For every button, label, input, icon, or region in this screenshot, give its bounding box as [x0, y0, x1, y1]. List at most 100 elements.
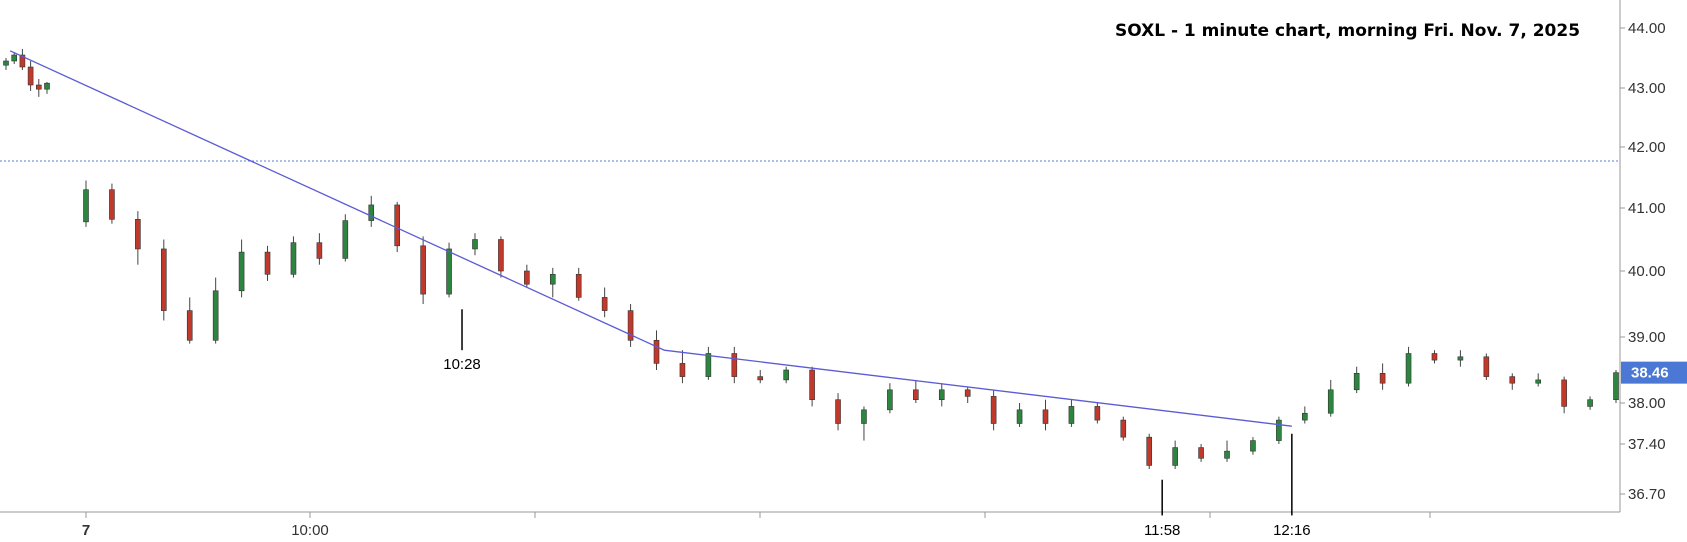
y-tick-label: 40.00 [1628, 263, 1666, 280]
candle [627, 304, 634, 347]
candle-body [757, 376, 764, 381]
candle-body [83, 189, 89, 223]
candle [212, 277, 219, 344]
candle-body [420, 245, 426, 295]
candle [1016, 403, 1023, 427]
candle-body [1379, 372, 1386, 384]
candle [1042, 399, 1049, 431]
candle-body [990, 396, 997, 424]
trendline [9, 50, 1292, 427]
candle-body [1094, 406, 1101, 421]
candle-body [679, 363, 686, 377]
candle [524, 264, 530, 288]
candle [1094, 403, 1101, 424]
candle-body [160, 248, 167, 311]
candle-body [1431, 353, 1438, 361]
candle [861, 406, 867, 441]
candle [1172, 440, 1178, 469]
candle-body [1068, 406, 1075, 424]
candle-body [1535, 379, 1542, 384]
candle [887, 383, 893, 414]
candle [1457, 350, 1464, 367]
candle [809, 366, 815, 407]
candle-body [1457, 356, 1464, 361]
candle [1198, 444, 1204, 462]
candle-body [135, 219, 141, 250]
candle-body [835, 399, 841, 424]
candle [420, 236, 426, 304]
candle-body [1172, 447, 1178, 466]
candle-body [446, 248, 452, 295]
candle [35, 79, 42, 97]
candle-body [316, 242, 323, 259]
candle [938, 383, 945, 407]
candle [1224, 440, 1230, 462]
candle-body [1302, 412, 1308, 421]
candle [990, 389, 997, 431]
candle-body [1146, 436, 1153, 466]
candle-body [342, 220, 349, 259]
candle-body [705, 353, 712, 377]
candle-body [653, 339, 660, 364]
x-tick-label: 7 [82, 522, 90, 539]
candle [186, 297, 193, 344]
annotation-label: 12:16 [1273, 522, 1311, 539]
annotation-label: 11:58 [1144, 522, 1180, 539]
candle [1405, 346, 1412, 387]
candle-body [601, 297, 608, 311]
annotation-label: 10:28 [443, 356, 481, 373]
candle-body [290, 242, 297, 275]
candle-body [394, 204, 400, 247]
candle-body [887, 389, 893, 411]
candle [19, 49, 26, 70]
y-tick-label: 44.00 [1628, 20, 1666, 37]
candle [11, 52, 17, 64]
candle [498, 236, 504, 278]
candle-body [1250, 440, 1256, 452]
candle [83, 180, 89, 227]
candle [913, 379, 919, 403]
candle [1120, 416, 1127, 441]
candle [653, 330, 660, 370]
candle [783, 366, 789, 384]
candle [549, 267, 556, 298]
candle [3, 58, 9, 70]
candle-body [1483, 356, 1490, 377]
candle [1068, 399, 1075, 427]
candle [601, 287, 608, 318]
candle-body [44, 82, 50, 90]
candle [27, 61, 34, 91]
candle-body [1016, 409, 1023, 424]
candle [1535, 373, 1542, 387]
candle-body [27, 66, 34, 86]
candle-body [264, 251, 271, 275]
candle-body [19, 54, 26, 68]
candle [290, 236, 297, 278]
candle-body [1509, 376, 1516, 384]
candle-body [913, 389, 919, 400]
candle-body [1353, 372, 1360, 391]
candle [264, 245, 271, 281]
candle-body [3, 60, 9, 66]
candle-body [186, 310, 193, 341]
candle-body [238, 251, 245, 292]
candle-body [938, 389, 945, 400]
candle [44, 82, 50, 94]
candle [1483, 353, 1490, 380]
candle [394, 201, 400, 253]
candle [1561, 376, 1567, 414]
candle-body [964, 389, 971, 397]
candle [679, 350, 686, 384]
candle [1613, 370, 1619, 403]
y-tick-label: 36.70 [1628, 486, 1666, 503]
candle [731, 346, 738, 384]
candle [1276, 416, 1282, 444]
chart-title: SOXL - 1 minute chart, morning Fri. Nov.… [1115, 21, 1580, 41]
candle [757, 370, 764, 384]
candle-body [1561, 379, 1567, 407]
candle [1327, 379, 1334, 417]
candle [1587, 396, 1593, 410]
candle-body [1405, 353, 1412, 384]
